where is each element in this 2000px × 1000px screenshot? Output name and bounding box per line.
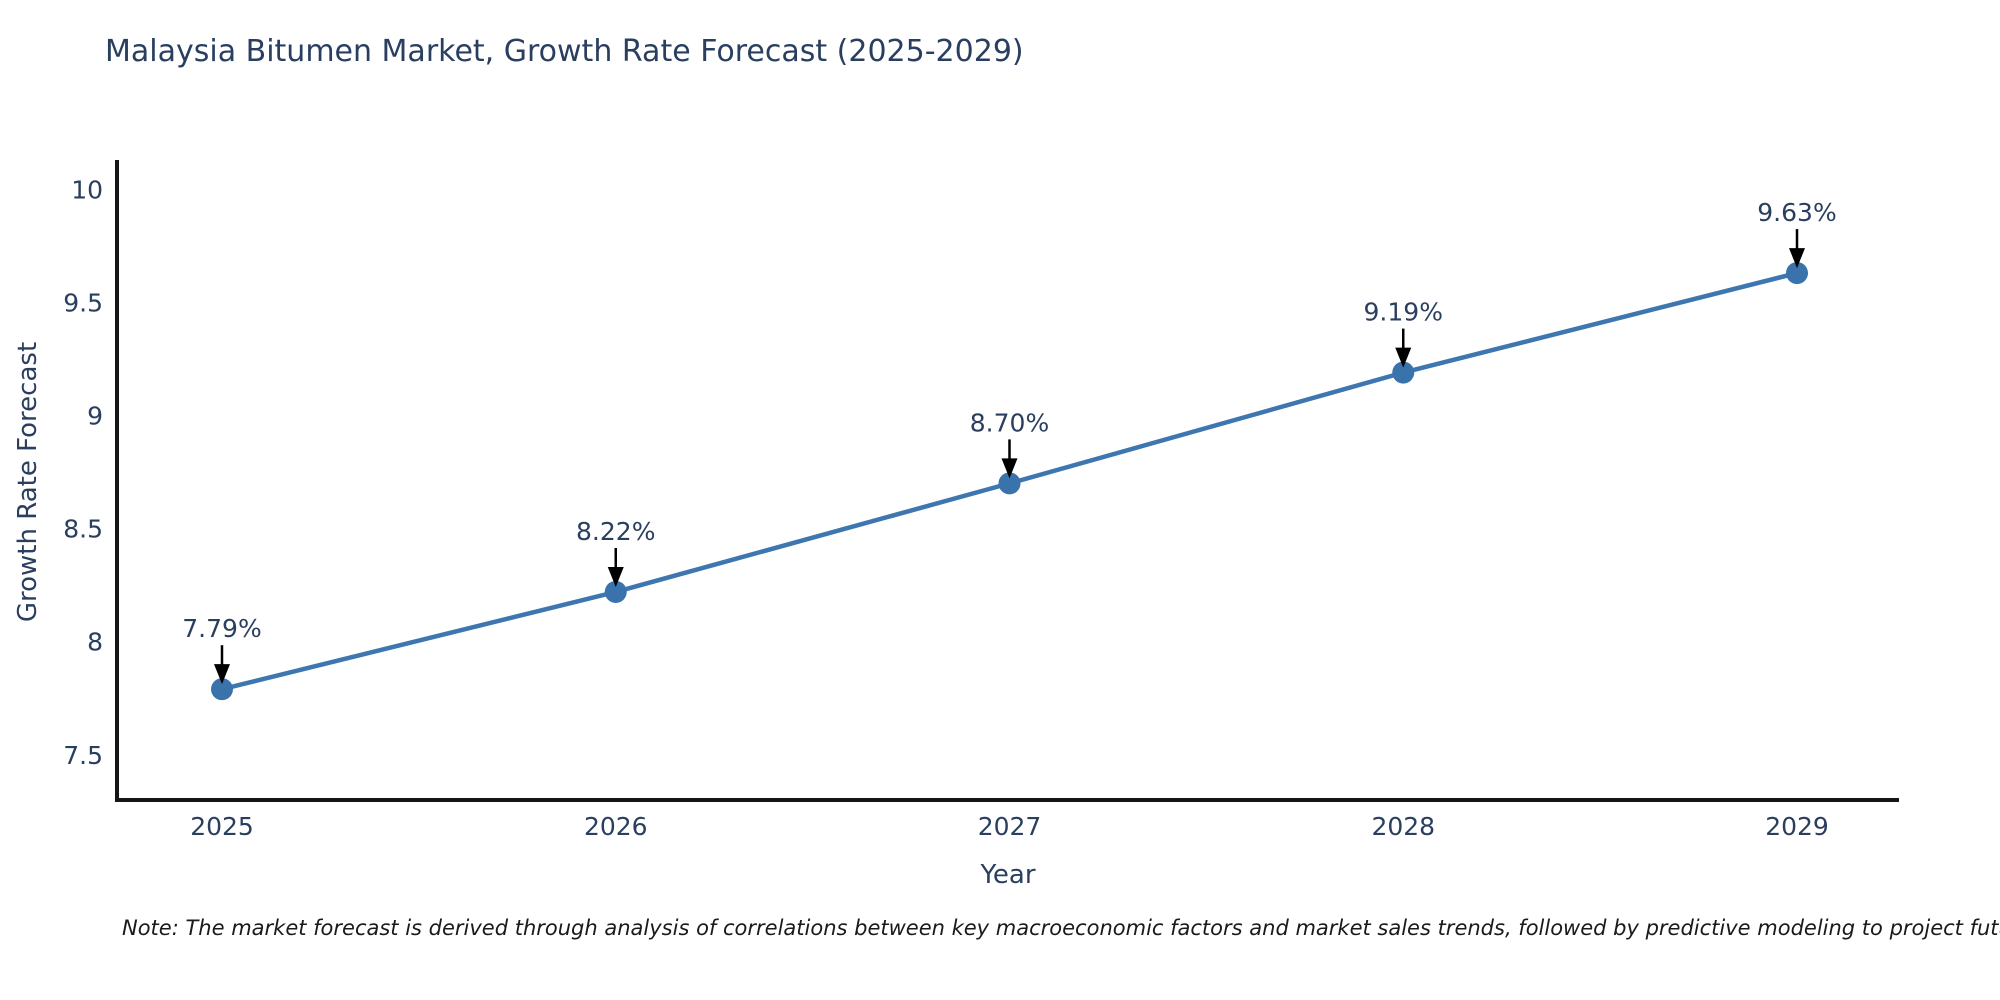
data-point-label: 7.79% <box>182 614 261 643</box>
annotation-arrow-head <box>1789 248 1805 269</box>
data-point-marker[interactable] <box>1786 262 1808 285</box>
annotation-arrow-head <box>607 566 624 587</box>
y-tick-label: 8 <box>87 628 103 657</box>
annotation-arrow-head <box>1395 347 1412 368</box>
data-point-marker[interactable] <box>604 580 627 603</box>
x-tick-label: 2028 <box>1371 812 1435 841</box>
annotation-arrow-head <box>1001 458 1018 479</box>
footnote: Note: The market forecast is derived thr… <box>122 916 2000 940</box>
x-axis-title: Year <box>980 860 1036 890</box>
chart-title: Malaysia Bitumen Market, Growth Rate For… <box>105 34 1024 69</box>
data-point-label: 8.22% <box>576 517 655 546</box>
x-tick-label: 2027 <box>978 812 1042 841</box>
data-point-marker[interactable] <box>1392 361 1415 384</box>
data-point-label: 9.19% <box>1364 298 1443 327</box>
y-tick-label: 8.5 <box>63 515 103 544</box>
y-tick-label: 9.5 <box>63 288 103 317</box>
data-point-label: 8.70% <box>970 408 1049 437</box>
data-point-label: 9.63% <box>1757 198 1836 227</box>
annotation-arrow-head <box>214 664 230 685</box>
y-tick-label: 10 <box>71 175 103 204</box>
x-tick-label: 2029 <box>1765 812 1829 841</box>
x-tick-label: 2025 <box>190 812 254 841</box>
data-point-marker[interactable] <box>211 678 233 701</box>
y-tick-label: 7.5 <box>63 741 103 770</box>
data-point-marker[interactable] <box>998 472 1021 495</box>
x-tick-label: 2026 <box>584 812 648 841</box>
y-tick-label: 9 <box>87 402 103 431</box>
